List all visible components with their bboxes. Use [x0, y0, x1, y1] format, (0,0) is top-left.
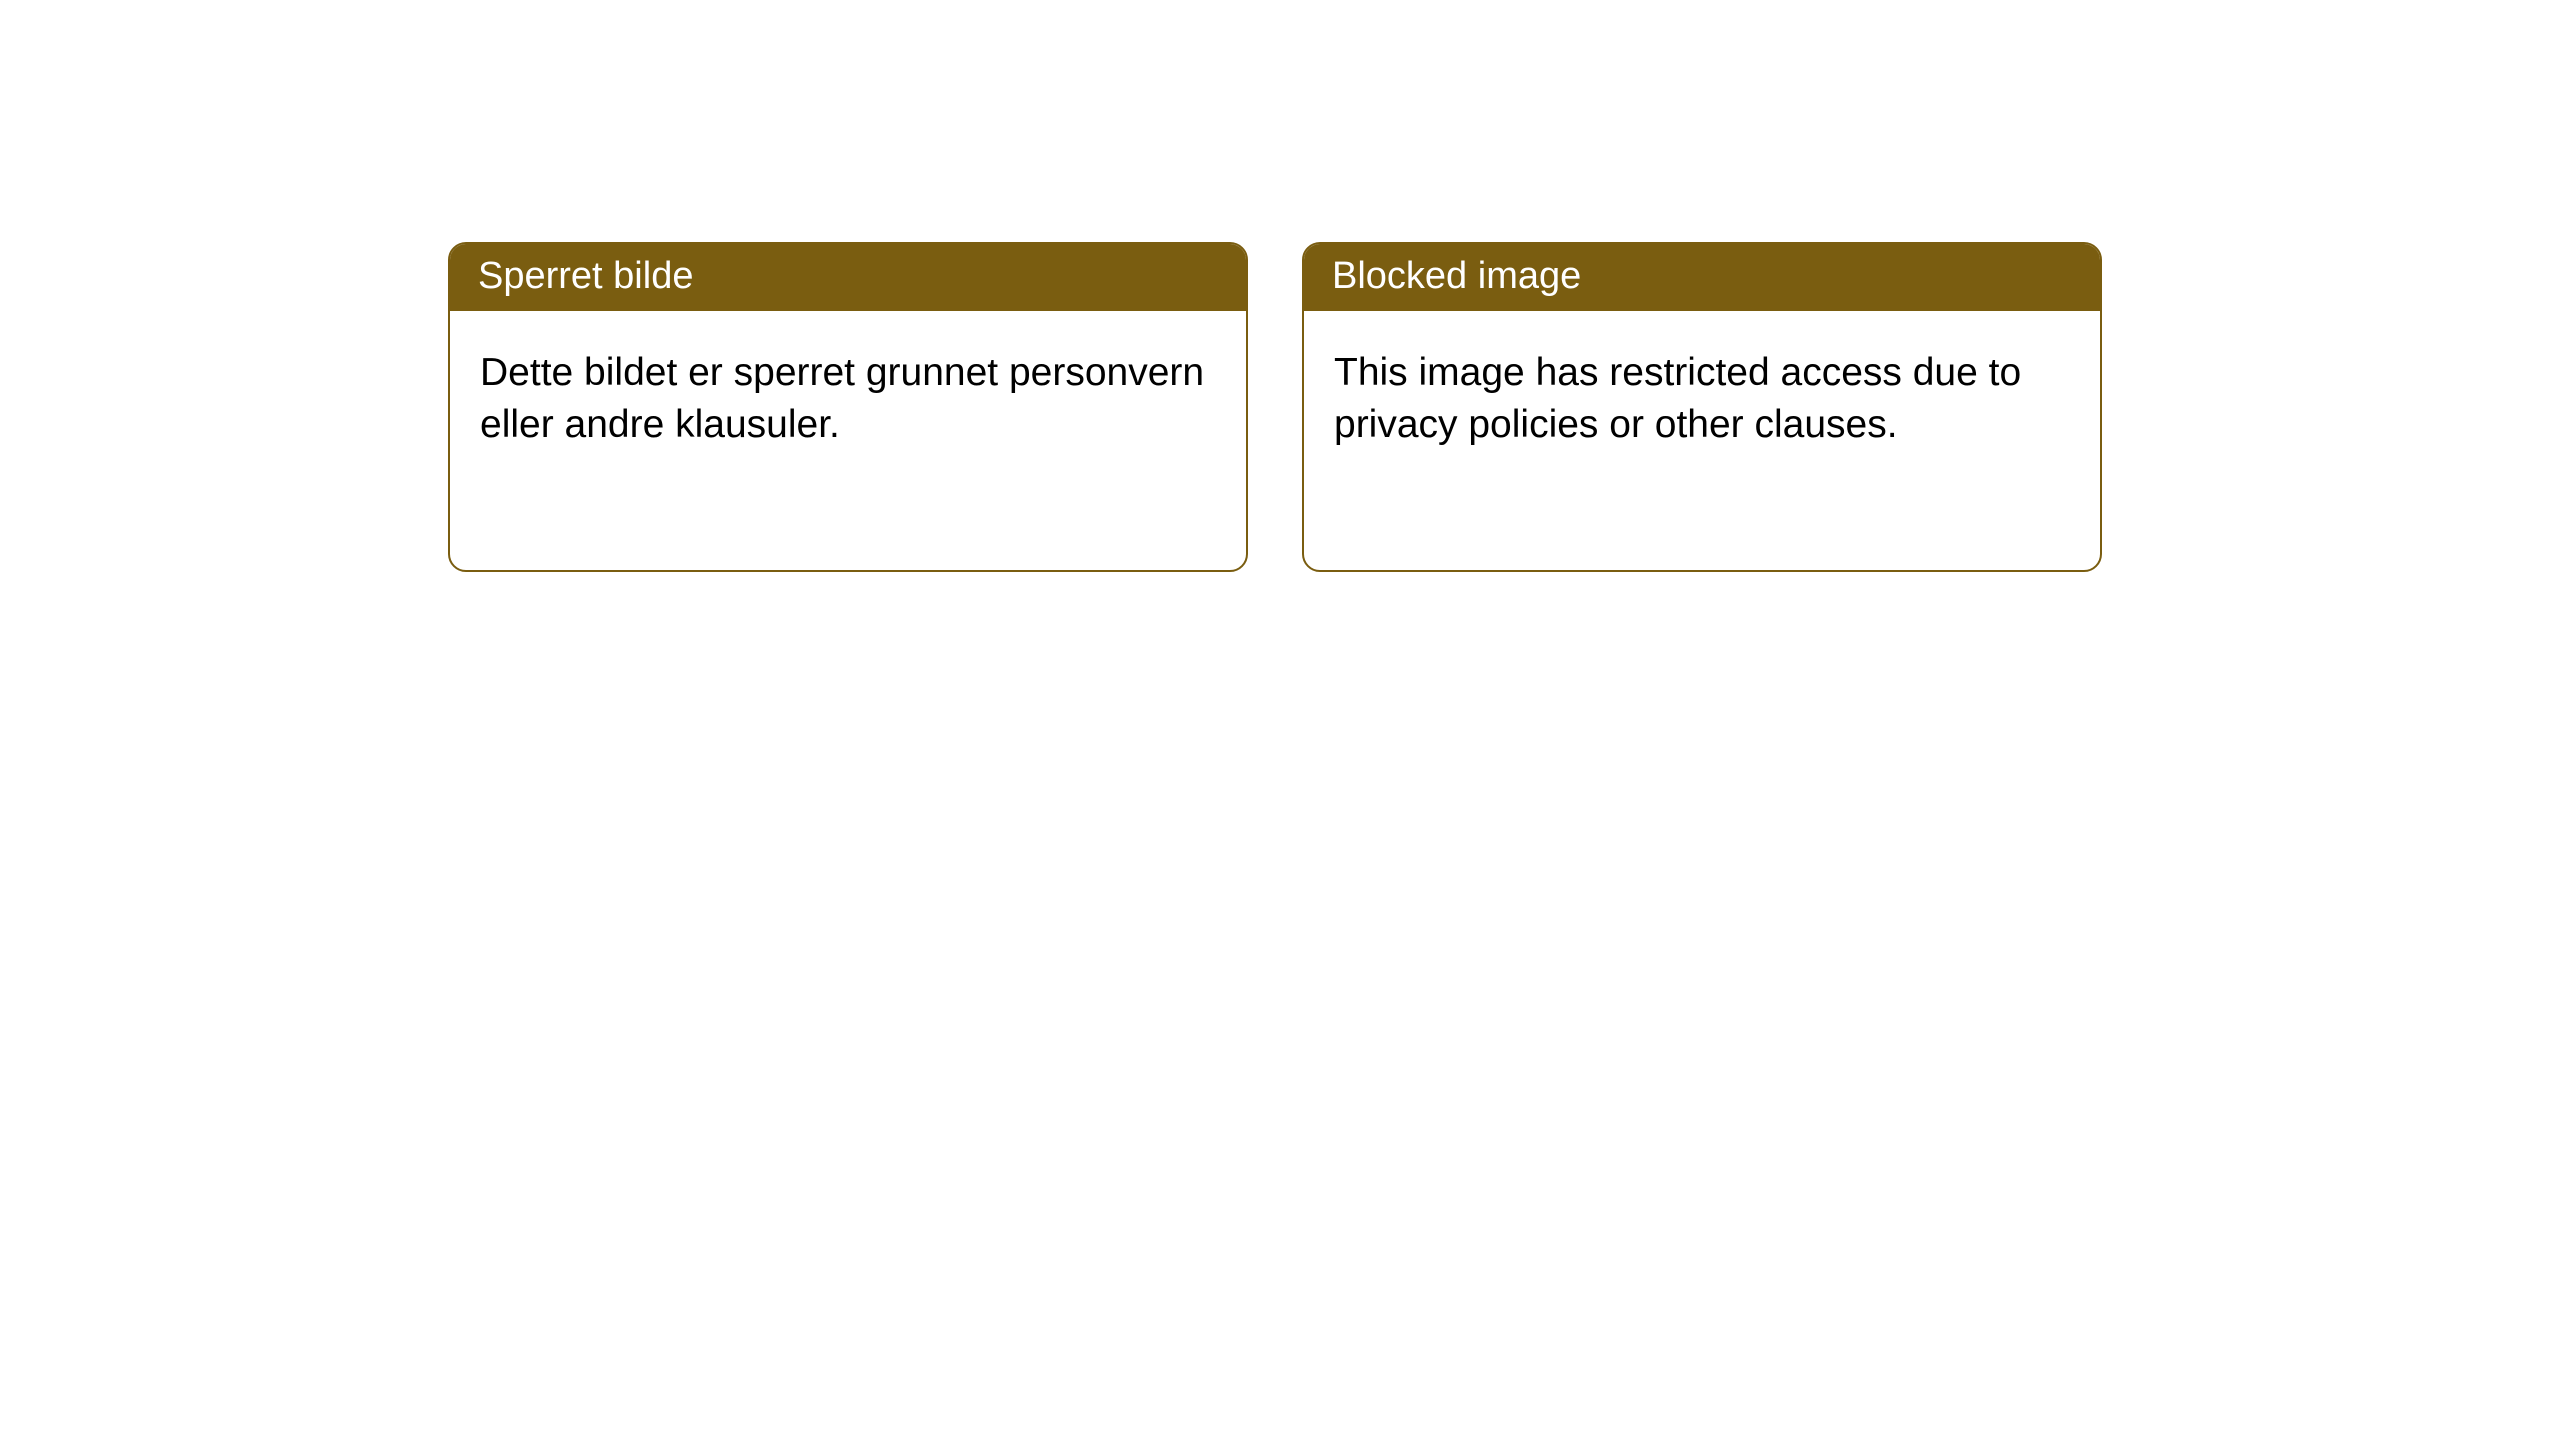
notice-header: Blocked image	[1304, 244, 2100, 311]
notice-header: Sperret bilde	[450, 244, 1246, 311]
notice-container: Sperret bilde Dette bildet er sperret gr…	[448, 242, 2102, 572]
notice-body: Dette bildet er sperret grunnet personve…	[450, 311, 1246, 480]
notice-box-norwegian: Sperret bilde Dette bildet er sperret gr…	[448, 242, 1248, 572]
notice-body: This image has restricted access due to …	[1304, 311, 2100, 480]
notice-box-english: Blocked image This image has restricted …	[1302, 242, 2102, 572]
